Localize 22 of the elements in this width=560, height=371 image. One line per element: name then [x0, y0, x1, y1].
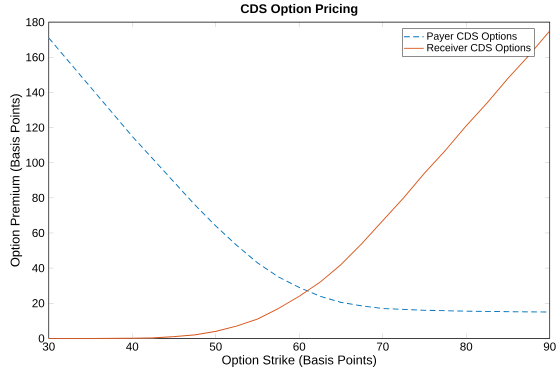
y-tick-label: 40 [32, 264, 44, 272]
x-tick-label: 80 [460, 342, 472, 351]
x-tick-label: 30 [42, 342, 55, 351]
y-tick-label: 160 [26, 53, 44, 62]
y-tick-label: 120 [26, 124, 44, 132]
y-tick-label: 0 [38, 334, 44, 343]
x-tick-label: 60 [293, 342, 306, 351]
y-tick-label: 180 [26, 18, 44, 26]
x-axis-title: Option Strike (Basis Points) [222, 355, 376, 368]
legend-label: Payer CDS Options [427, 32, 517, 42]
y-tick-label: 100 [26, 158, 44, 167]
chart-title: CDS Option Pricing [240, 4, 358, 16]
x-tick-label: 90 [544, 342, 556, 351]
y-tick-label: 60 [32, 228, 44, 238]
x-tick-label: 50 [210, 342, 222, 351]
y-tick-label: 20 [32, 299, 44, 308]
legend-label: Receiver CDS Options [427, 44, 531, 54]
x-tick-label: 40 [126, 342, 138, 351]
y-tick-label: 140 [26, 88, 44, 97]
y-axis-title: Option Premium (Basis Points) [10, 94, 22, 267]
x-tick-label: 70 [376, 342, 389, 351]
y-tick-label: 80 [32, 194, 44, 202]
